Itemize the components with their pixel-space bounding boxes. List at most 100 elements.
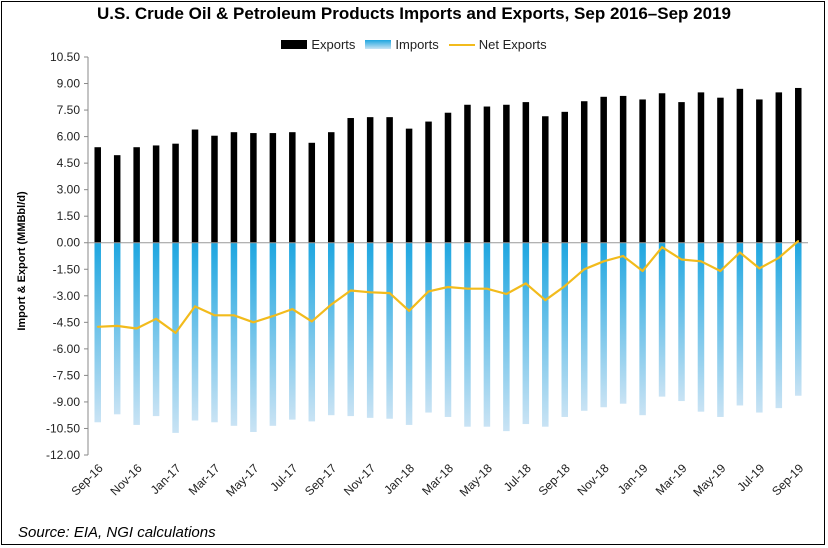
chart-title: U.S. Crude Oil & Petroleum Products Impo… <box>97 4 731 23</box>
import-bar <box>444 242 452 417</box>
export-bar <box>152 145 160 243</box>
net-exports-point <box>174 332 177 334</box>
x-tick-label: May-17 <box>223 461 261 499</box>
net-exports-point <box>544 299 547 302</box>
export-bar <box>113 155 121 243</box>
import-bar <box>678 242 685 402</box>
import-bar <box>250 242 257 433</box>
net-exports-point <box>486 287 488 290</box>
export-bar <box>522 102 530 243</box>
export-bar <box>795 87 802 243</box>
import-bar <box>697 242 705 412</box>
export-bar <box>289 132 296 243</box>
x-tick-label: Mar-19 <box>653 461 690 498</box>
export-bar <box>347 118 354 243</box>
export-bar <box>425 121 432 243</box>
net-exports-point <box>719 270 722 272</box>
net-exports-point <box>271 315 274 318</box>
x-tick-label: Jan-17 <box>148 461 184 497</box>
import-bar <box>172 242 179 433</box>
export-bar <box>561 111 569 243</box>
legend-label-imports: Imports <box>395 37 439 52</box>
export-bar <box>444 112 452 243</box>
net-exports-point <box>194 305 196 308</box>
import-bar <box>775 242 783 409</box>
net-exports-point <box>641 270 644 272</box>
source-note: Source: EIA, NGI calculations <box>18 524 216 541</box>
net-exports-point <box>349 289 352 292</box>
net-exports-point <box>310 320 313 323</box>
export-bar <box>639 99 646 243</box>
import-bar <box>600 242 607 408</box>
import-bar <box>795 242 802 396</box>
net-exports-point <box>388 292 391 295</box>
y-tick-label: 1.50 <box>57 209 81 223</box>
import-bar <box>113 242 121 415</box>
import-bar <box>464 242 471 427</box>
y-tick-label: 0.00 <box>57 236 81 250</box>
import-bar <box>366 242 374 418</box>
y-tick-label: -6.00 <box>53 342 81 356</box>
legend-item-exports: Exports <box>281 37 355 52</box>
x-tick-label: Jul-18 <box>501 461 534 494</box>
net-exports-point <box>466 287 469 290</box>
y-tick-label: -3.00 <box>53 289 81 303</box>
export-bar <box>269 133 277 243</box>
exports-swatch <box>281 40 308 49</box>
net-exports-point <box>622 255 625 257</box>
import-bar <box>308 242 316 422</box>
net-exports-point <box>233 314 235 317</box>
net-exports-point <box>661 246 663 249</box>
export-bar <box>211 135 218 243</box>
export-bar <box>172 143 179 243</box>
y-tick-label: -1.50 <box>53 262 81 276</box>
net-exports-point <box>758 267 761 270</box>
x-tick-label: Jul-17 <box>267 461 300 494</box>
x-tick-label: Nov-17 <box>341 461 378 498</box>
export-bar <box>191 129 199 243</box>
export-bar <box>600 96 607 243</box>
export-bar <box>542 116 549 243</box>
x-tick-label: Mar-18 <box>419 461 456 498</box>
net-exports-point <box>116 324 119 327</box>
import-bar <box>503 242 510 432</box>
x-tick-label: May-18 <box>457 461 495 499</box>
net-exports-point <box>252 321 255 324</box>
import-bar <box>289 242 296 420</box>
x-tick-label: Sep-16 <box>69 461 106 498</box>
export-bar <box>230 132 238 243</box>
export-bar <box>775 92 783 243</box>
export-bar <box>133 147 140 243</box>
export-bar <box>503 104 510 243</box>
imports-swatch <box>365 40 392 49</box>
export-bar <box>366 117 374 243</box>
import-bar <box>386 242 393 419</box>
import-bar <box>405 242 413 425</box>
net-exports-point <box>291 308 294 310</box>
x-tick-label: Sep-19 <box>769 461 806 498</box>
import-bar <box>561 242 569 417</box>
legend-label-net: Net Exports <box>478 37 547 52</box>
y-tick-label: -12.00 <box>46 448 80 462</box>
net-exports-point <box>583 268 586 271</box>
export-bar <box>308 142 316 243</box>
x-tick-label: Jul-19 <box>734 461 767 494</box>
y-tick-label: 7.50 <box>57 103 81 117</box>
x-tick-label: Mar-17 <box>186 461 223 498</box>
net-exports-point <box>155 317 158 320</box>
export-bar <box>717 97 724 243</box>
x-tick-label: Nov-18 <box>574 461 611 498</box>
x-tick-label: Nov-16 <box>107 461 144 498</box>
y-tick-label: 6.00 <box>57 130 81 144</box>
import-bar <box>542 242 549 427</box>
export-bar <box>736 88 744 243</box>
net-exports-point <box>524 282 527 285</box>
y-tick-label: 4.50 <box>57 156 81 170</box>
x-tick-label: May-19 <box>690 461 728 499</box>
import-bar <box>152 242 160 417</box>
import-bar <box>736 242 744 406</box>
export-bar <box>483 106 491 243</box>
net-exports-point <box>797 240 800 242</box>
net-exports-point <box>602 260 605 263</box>
